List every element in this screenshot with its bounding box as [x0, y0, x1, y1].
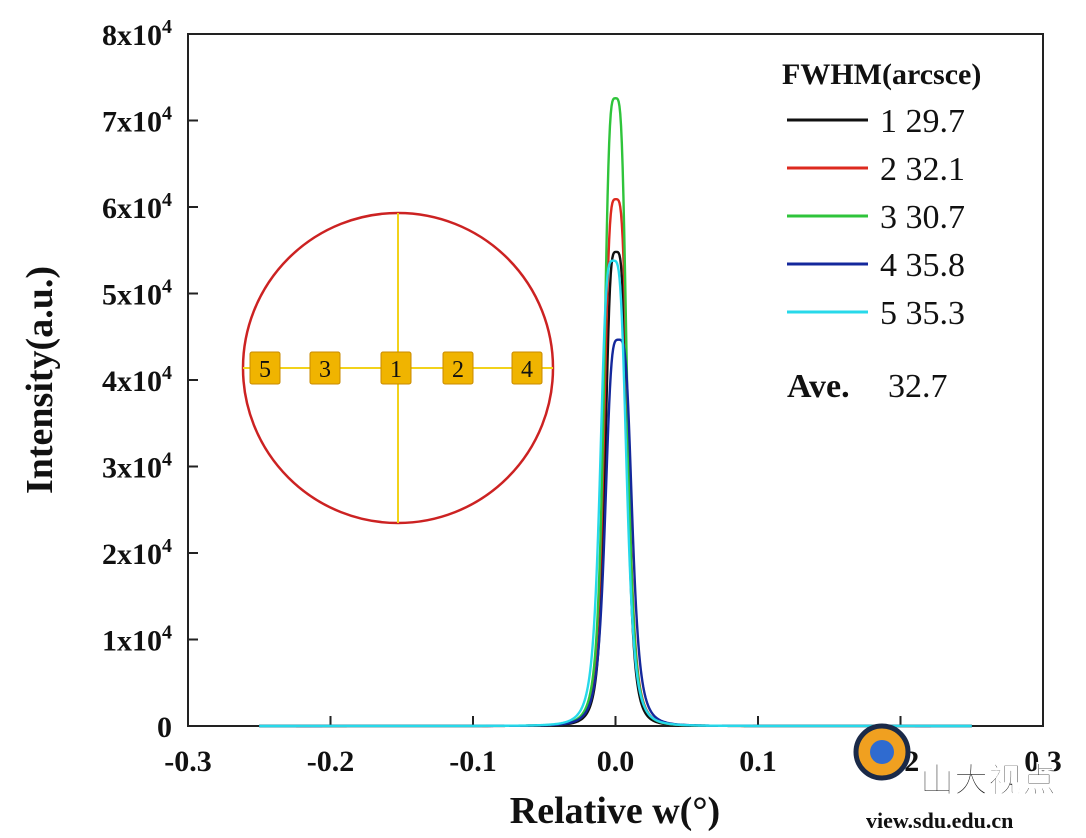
- x-tick-label: 0.1: [739, 745, 777, 778]
- legend-label-2: 2 32.1: [880, 151, 965, 188]
- legend-items: 1 29.7 2 32.1 3 30.7 4 35.8 5 35.3: [787, 103, 965, 332]
- position-marker: [442, 351, 474, 385]
- y-tick-label: 0: [157, 711, 172, 744]
- watermark-text: 山大视点: [920, 762, 1056, 800]
- position-marker: [511, 351, 543, 385]
- position-marker: [249, 351, 281, 385]
- x-tick-label: -0.3: [164, 745, 212, 778]
- position-marker: [309, 351, 341, 385]
- series-line-5: [259, 259, 972, 728]
- y-tick-label: 8x104: [102, 16, 172, 52]
- position-marker-label: 2: [452, 357, 464, 383]
- series-line-3: [259, 97, 972, 728]
- x-axis-title: Relative w(°): [510, 790, 720, 832]
- y-tick-label: 6x104: [102, 189, 172, 225]
- series-line-4: [259, 338, 972, 728]
- watermark-url: view.sdu.edu.cn: [866, 808, 1013, 833]
- y-tick-label: 3x104: [102, 449, 172, 485]
- average-value: 32.7: [888, 368, 948, 405]
- y-tick-label: 4x104: [102, 362, 172, 398]
- y-tick-label: 5x104: [102, 276, 172, 312]
- legend-label-3: 3 30.7: [880, 199, 965, 236]
- legend-title: FWHM(arcsce): [782, 58, 981, 91]
- series-line-1: [259, 250, 972, 728]
- legend-label-1: 1 29.7: [880, 103, 965, 140]
- y-axis-title: Intensity(a.u.): [19, 266, 61, 494]
- series-line-2: [259, 198, 972, 728]
- watermark-logo: 山大视点 view.sdu.edu.cn: [853, 723, 1057, 833]
- position-marker-label: 3: [319, 357, 331, 383]
- x-tick-label: 0.0: [597, 745, 635, 778]
- x-tick-label: 0.3: [1024, 745, 1062, 778]
- position-markers: 5 3 1 2 4: [249, 351, 543, 385]
- position-marker-label: 1: [390, 357, 402, 383]
- sample-position-inset: 5 3 1 2 4: [241, 211, 555, 525]
- y-tick-label: 2x104: [102, 535, 172, 571]
- series-layer: [259, 97, 972, 728]
- position-marker: [380, 351, 412, 385]
- legend-label-5: 5 35.3: [880, 295, 965, 332]
- legend: FWHM(arcsce) 1 29.7 2 32.1 3 30.7 4 35.8 5 3…: [782, 58, 981, 405]
- position-marker-label: 5: [259, 357, 271, 383]
- position-marker-label: 4: [521, 357, 533, 383]
- eye-pupil-icon: [870, 740, 894, 764]
- average-label: Ave.: [787, 368, 850, 405]
- y-tick-label: 1x104: [102, 622, 172, 658]
- x-tick-label: -0.2: [307, 745, 355, 778]
- x-axis-ticks: -0.3-0.2-0.10.00.10.20.3: [164, 716, 1062, 778]
- y-tick-label: 7x104: [102, 103, 172, 139]
- x-tick-label: -0.1: [449, 745, 497, 778]
- y-axis-ticks: 0 1x104 2x104 3x104 4x104 5x104 6x104 7x104 8x10…: [102, 16, 198, 744]
- legend-label-4: 4 35.8: [880, 247, 965, 284]
